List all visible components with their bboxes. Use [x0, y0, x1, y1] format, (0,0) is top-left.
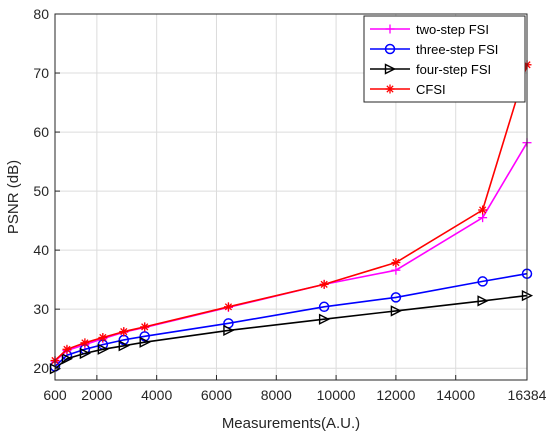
y-tick-label: 40 [33, 242, 49, 258]
legend-item: four-step FSI [370, 62, 491, 77]
data-point [118, 340, 130, 352]
data-point [119, 327, 129, 337]
data-point [391, 265, 401, 275]
legend: two-step FSI three-step FSI four-step FSI C… [363, 15, 526, 103]
data-point [478, 213, 488, 223]
legend-marker [385, 24, 395, 34]
data-point [223, 302, 233, 312]
x-tick-label: 4000 [141, 387, 172, 403]
legend-item: two-step FSI [370, 22, 489, 37]
data-point [62, 344, 72, 354]
series-line [54, 294, 528, 370]
legend-label: CFSI [416, 82, 446, 97]
legend-item: CFSI [370, 82, 446, 97]
data-point [390, 292, 402, 303]
axis-ticks: 600 2000 4000 6000 8000 10000 12000 14000 16384 2… [33, 6, 546, 403]
data-point [478, 205, 488, 215]
y-tick-label: 60 [33, 124, 49, 140]
data-point [98, 332, 108, 342]
x-tick-label: 2000 [81, 387, 112, 403]
x-tick-label: 8000 [261, 387, 292, 403]
x-tick-label: 12000 [376, 387, 415, 403]
x-tick-label: 16384 [508, 387, 547, 403]
legend-label: three-step FSI [416, 42, 498, 57]
data-point [318, 301, 330, 313]
legend-marker [385, 84, 395, 94]
data-point [97, 343, 109, 355]
data-point [79, 347, 91, 360]
data-point [318, 313, 331, 325]
plot-frame [54, 13, 528, 381]
data-point [139, 331, 150, 342]
data-point [390, 305, 402, 317]
grid-lines [55, 14, 527, 380]
x-tick-label: 6000 [201, 387, 232, 403]
y-tick-label: 20 [33, 360, 49, 376]
data-point [477, 295, 489, 307]
data-point [477, 276, 488, 287]
legend-marker [384, 43, 396, 55]
x-tick-label: 14000 [436, 387, 475, 403]
series-line [54, 272, 528, 367]
data-point [391, 258, 401, 268]
y-tick-label: 50 [33, 183, 49, 199]
legend-label: four-step FSI [416, 62, 491, 77]
data-point [61, 353, 74, 365]
data-point [80, 338, 90, 348]
x-tick-label: 600 [43, 387, 67, 403]
legend-marker [384, 63, 397, 75]
data-point [319, 279, 329, 289]
y-tick-label: 80 [33, 6, 49, 22]
data-point [140, 322, 150, 332]
legend-item: three-step FSI [370, 42, 498, 57]
x-tick-label: 10000 [317, 387, 356, 403]
legend-label: two-step FSI [416, 22, 489, 37]
y-tick-label: 30 [33, 301, 49, 317]
y-tick-label: 70 [33, 65, 49, 81]
data-point [139, 336, 151, 348]
data-point [223, 324, 235, 337]
y-axis-label: PSNR (dB) [5, 160, 22, 234]
data-series [49, 60, 534, 375]
x-axis-label: Measurements(A.U.) [222, 415, 360, 432]
